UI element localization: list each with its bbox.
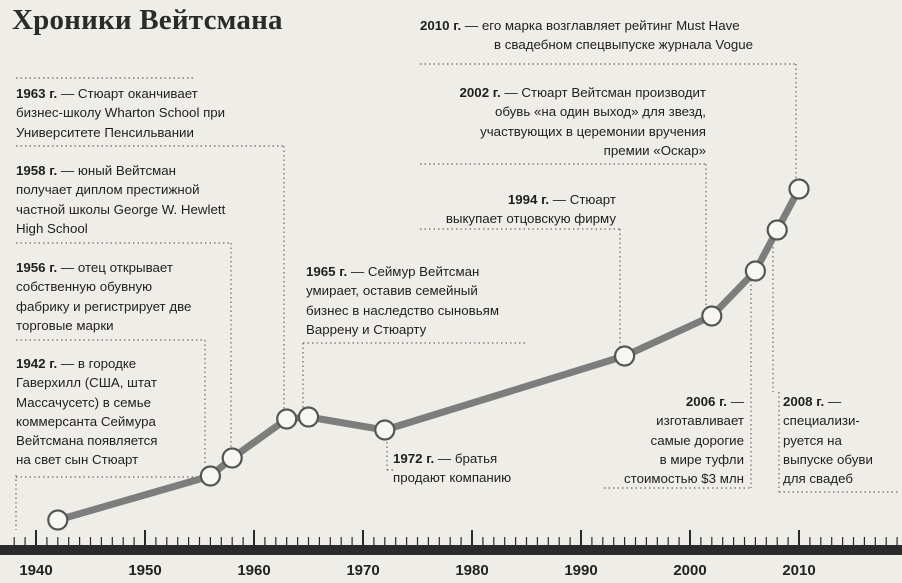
event-note-1942: 1942 г. — в городке Гаверхилл (США, штат… [16, 354, 158, 470]
event-text: в свадебном спецвыпуске журнала Vogue [494, 37, 754, 53]
event-text: — [727, 394, 744, 409]
event-note-2008: 2008 г. — специализи- руется на выпуске … [783, 392, 873, 488]
event-text: Варрену и Стюарту [306, 321, 427, 337]
event-year: 1942 г. [16, 356, 58, 371]
event-text: — в городке [57, 356, 137, 371]
event-note-2006: 2006 г. — изготавливает самые дорогие в … [624, 392, 744, 488]
event-text: собственную обувную [16, 279, 153, 295]
event-marker-1956 [199, 465, 221, 487]
event-text: изготавливает [656, 413, 744, 429]
event-text: бизнес-школу Wharton School при [16, 105, 226, 121]
axis-bar [0, 545, 902, 555]
event-text: High School [16, 220, 88, 236]
event-text: Вейтсмана появляется [16, 433, 158, 449]
event-text: — его марка возглавляет рейтинг Must Hav… [461, 18, 740, 33]
event-note-1972: 1972 г. — братья продают компанию [393, 449, 511, 488]
event-year: 1994 г. [507, 192, 550, 207]
event-text: Массачусетс) в семье [16, 394, 152, 410]
event-note-2002: 2002 г. — Стюарт Вейтсман производит обу… [460, 83, 706, 160]
event-note-2010: 2010 г. — его марка возглавляет рейтинг … [420, 16, 753, 55]
event-text: руется на [783, 432, 842, 448]
event-year: 1972 г. [393, 451, 435, 466]
event-year: 2010 г. [420, 18, 462, 33]
axis-label-1970: 1970 [346, 562, 380, 579]
axis-label-1960: 1960 [237, 562, 271, 579]
event-text: частной школы George W. Hewlett [16, 201, 226, 217]
event-marker-1994 [613, 345, 636, 367]
event-text: — Стюарт Вейтсман производит [500, 85, 706, 100]
event-text: торговые марки [16, 317, 114, 333]
event-marker-1965 [297, 406, 320, 428]
event-text: для свадеб [783, 471, 853, 487]
axis-label-1980: 1980 [455, 562, 489, 579]
event-marker-1963 [276, 408, 298, 430]
event-text: выкупает отцовскую фирму [445, 211, 616, 227]
event-text: специализи- [783, 413, 860, 429]
event-marker-1972 [374, 419, 396, 441]
event-year: 1965 г. [306, 264, 348, 279]
event-text: выпуске обуви [783, 451, 873, 467]
event-text: — Сеймур Вейтсман [347, 264, 480, 279]
event-year: 1956 г. [16, 260, 58, 275]
event-marker-2006 [744, 260, 767, 282]
event-year: 1963 г. [16, 86, 58, 101]
event-text: участвующих в церемонии вручения [480, 123, 706, 139]
event-note-1965: 1965 г. — Сеймур Вейтсман умирает, остав… [306, 262, 499, 339]
event-marker-1958 [221, 447, 243, 469]
event-year: 2006 г. [685, 394, 727, 409]
event-note-1994: 1994 г. — Стюарт выкупает отцовскую фирм… [446, 190, 616, 229]
event-marker-2010 [788, 178, 810, 200]
event-text: премии «Оскар» [603, 142, 706, 158]
event-marker-2008 [766, 219, 788, 241]
page-title: Хроники Вейтсмана [12, 4, 283, 36]
event-text: Гаверхилл (США, штат [16, 375, 157, 391]
event-year: 1958 г. [16, 163, 58, 178]
event-marker-2002 [701, 305, 723, 327]
event-year: 2008 г. [783, 394, 825, 409]
event-text: получает диплом престижной [16, 182, 200, 198]
event-text: — братья [434, 451, 498, 466]
event-text: в мире туфли [659, 451, 744, 467]
axis-label-1990: 1990 [564, 562, 598, 579]
event-text: — Стюарт [549, 192, 616, 207]
event-text: — юный Вейтсман [57, 163, 177, 178]
event-text: — [824, 394, 842, 409]
event-text: Университете Пенсильвании [16, 124, 194, 140]
axis-label-1940: 1940 [19, 562, 53, 579]
event-note-1963: 1963 г. — Стюарт оканчивает бизнес-школу… [16, 84, 225, 142]
event-text: коммерсанта Сеймура [16, 413, 156, 429]
event-text: обувь «на один выход» для звезд, [494, 104, 706, 120]
event-marker-1942 [47, 509, 69, 531]
event-text: стоимостью $3 млн [623, 471, 744, 487]
event-text: — отец открывает [57, 260, 173, 275]
event-note-1956: 1956 г. — отец открывает собственную обу… [16, 258, 191, 335]
event-text: — Стюарт оканчивает [57, 86, 198, 101]
axis-label-2010: 2010 [782, 562, 816, 579]
event-year: 2002 г. [459, 85, 501, 100]
axis-label-2000: 2000 [673, 562, 707, 579]
event-text: бизнес в наследство сыновьям [306, 302, 500, 318]
event-note-1958: 1958 г. — юный Вейтсман получает диплом … [16, 161, 225, 238]
event-text: на свет сын Стюарт [16, 452, 139, 468]
event-text: продают компанию [393, 470, 512, 486]
event-text: самые дорогие [650, 432, 744, 448]
axis-label-1950: 1950 [128, 562, 162, 579]
event-text: умирает, оставив семейный [306, 283, 478, 299]
event-text: фабрику и регистрирует две [16, 298, 192, 314]
